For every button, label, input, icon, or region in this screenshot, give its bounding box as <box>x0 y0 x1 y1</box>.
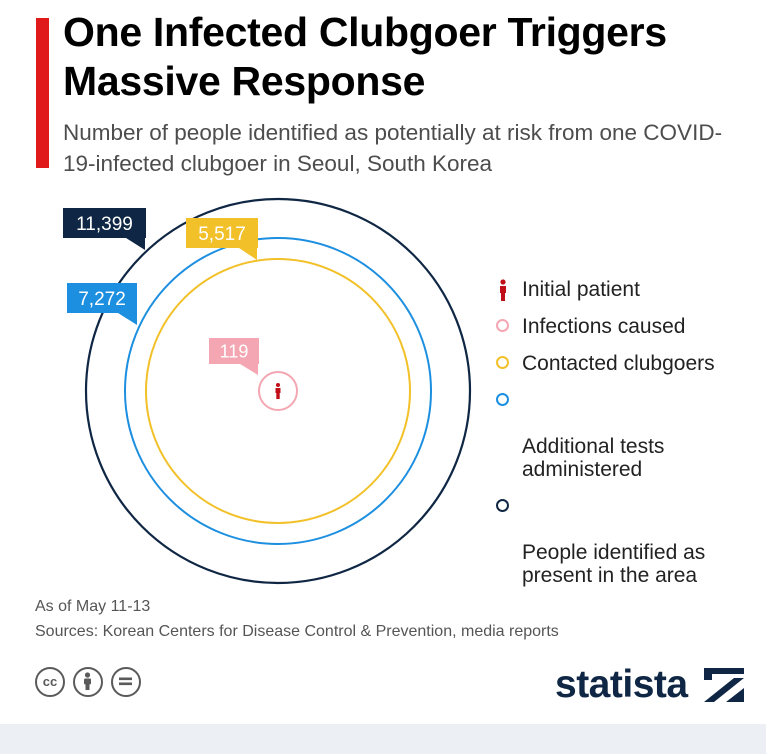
legend: Initial patient Infections caused Contac… <box>494 278 756 601</box>
value-label-infections-caused: 119 <box>209 338 259 375</box>
legend-item-initial-patient: Initial patient <box>494 278 756 301</box>
svg-text:119: 119 <box>220 341 249 361</box>
ring-contacted-clubgoers <box>145 258 411 524</box>
person-icon <box>275 383 281 399</box>
value-label-additional-tests-administered: 7,272 <box>67 283 137 325</box>
as-of-note: As of May 11-13 <box>35 598 151 615</box>
no-derivatives-icon[interactable] <box>111 667 141 697</box>
chart-title: One Infected Clubgoer Triggers Massive R… <box>63 9 667 104</box>
svg-text:7,272: 7,272 <box>78 289 126 310</box>
attribution-icon[interactable] <box>73 667 103 697</box>
ring-people-identified-as-present-in-the-area <box>84 197 472 585</box>
circle-marker-icon <box>496 499 509 512</box>
footnotes: As of May 11-13 Sources: Korean Centers … <box>35 594 559 644</box>
legend-label: People identified as present in the area <box>522 541 706 587</box>
svg-text:11,399: 11,399 <box>76 214 133 235</box>
legend-item-people-identified: People identified as present in the area <box>494 495 756 587</box>
statista-logo-text[interactable]: statista <box>555 663 688 706</box>
svg-text:5,517: 5,517 <box>198 224 246 245</box>
infographic-card: One Infected Clubgoer Triggers Massive R… <box>0 0 766 724</box>
legend-item-contacted-clubgoers: Contacted clubgoers <box>494 352 756 375</box>
sources-note[interactable]: Sources: Korean Centers for Disease Cont… <box>35 623 559 640</box>
circle-marker-icon <box>496 356 509 369</box>
value-label-contacted-clubgoers: 5,517 <box>186 218 258 260</box>
cc-icon[interactable]: cc <box>35 667 65 697</box>
legend-item-infections-caused: Infections caused <box>494 315 756 338</box>
legend-label: Initial patient <box>522 278 640 301</box>
ring-infections-caused <box>258 371 298 411</box>
legend-label: Contacted clubgoers <box>522 352 715 375</box>
legend-item-additional-tests: Additional tests administered <box>494 389 756 481</box>
circle-marker-icon <box>496 393 509 406</box>
legend-label: Infections caused <box>522 315 686 338</box>
statista-logo-icon <box>704 668 744 702</box>
circle-marker-icon <box>496 319 509 332</box>
legend-label: Additional tests administered <box>522 435 665 481</box>
accent-bar <box>36 18 49 168</box>
ring-additional-tests-administered <box>124 237 432 545</box>
person-icon <box>500 279 506 301</box>
value-label-people-identified-as-present-in-the-area: 11,399 <box>63 208 146 250</box>
nested-circles-chart: 11,399 7,272 5,517 119 <box>63 197 472 585</box>
chart-subtitle: Number of people identified as potential… <box>63 120 723 176</box>
